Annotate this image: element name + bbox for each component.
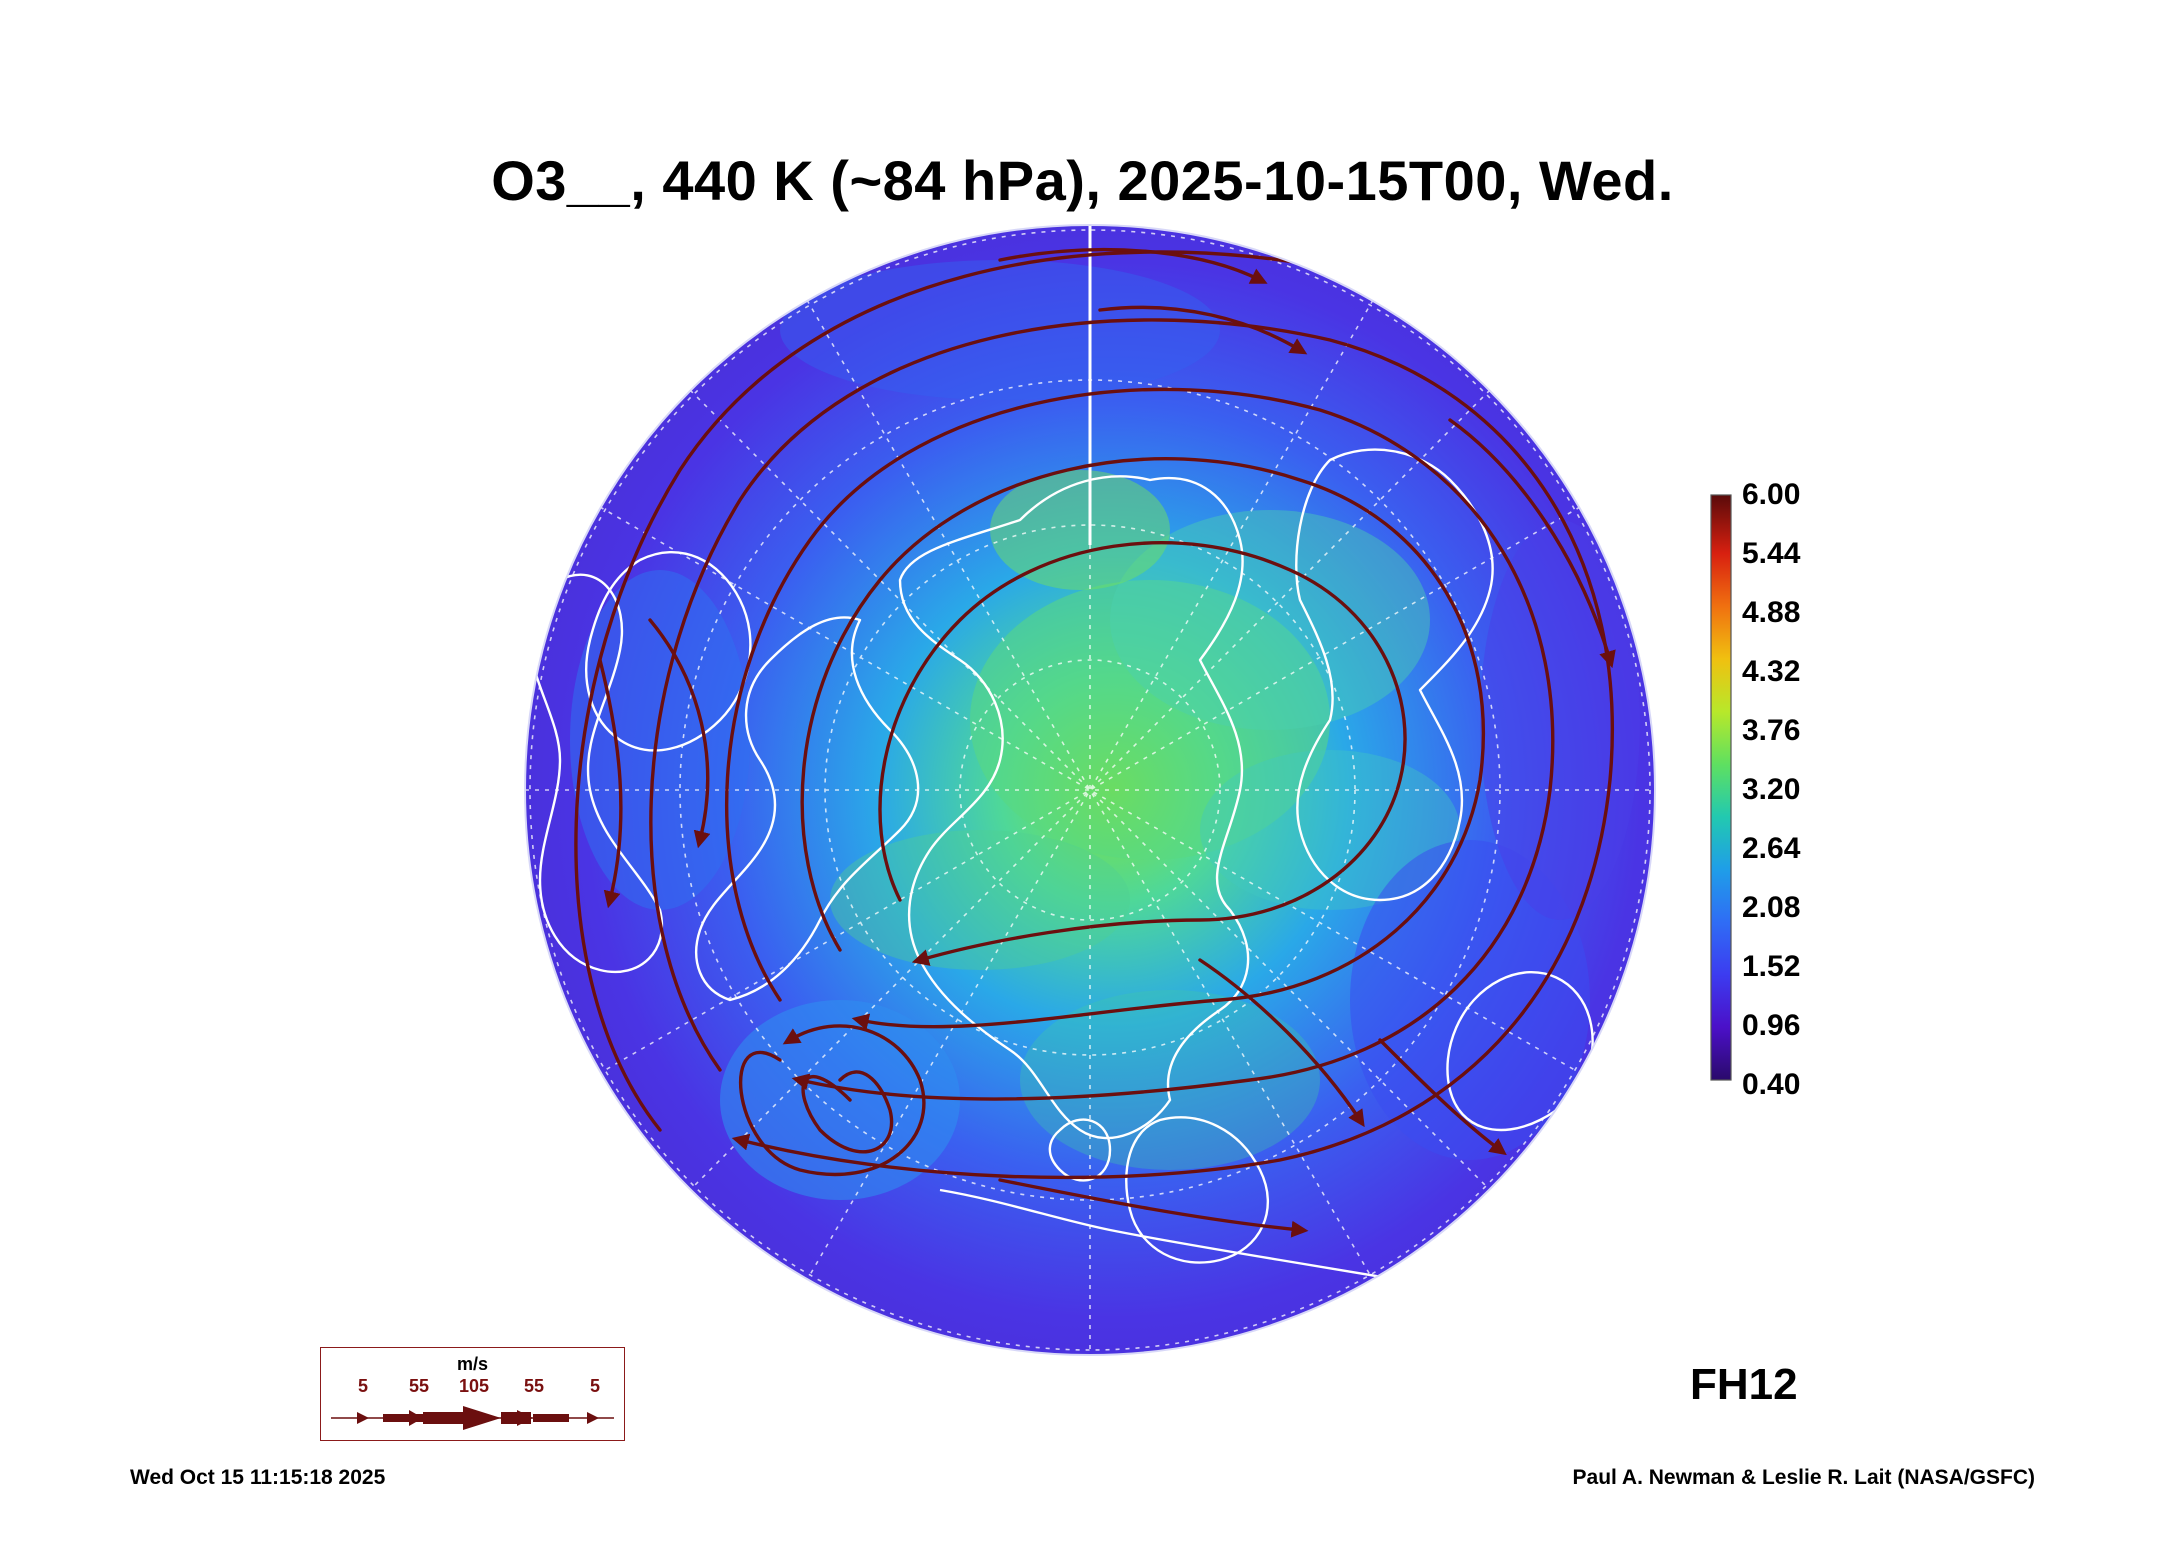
cyclone-eddy — [801, 1070, 894, 1154]
wind-legend-tick-0: 5 — [357, 1376, 369, 1396]
alaska-outline — [528, 573, 664, 974]
footer-timestamp: Wed Oct 15 11:15:18 2025 — [130, 1466, 386, 1489]
colorbar-label-3: 4.32 — [1742, 655, 1801, 688]
africa-north-coast — [939, 1188, 1461, 1292]
colorbar-label-6: 2.64 — [1742, 832, 1801, 865]
coastlines — [528, 448, 1594, 1292]
colorbar — [1710, 494, 1732, 1081]
footer-credit: Paul A. Newman & Leslie R. Lait (NASA/GS… — [1572, 1466, 2035, 1489]
wind-legend-tick-4: 5 — [589, 1376, 601, 1396]
wind-legend-tick-1: 55 — [408, 1376, 430, 1396]
plot-title: O3__, 440 K (~84 hPa), 2025-10-15T00, We… — [491, 149, 1674, 212]
colorbar-label-5: 3.20 — [1742, 773, 1801, 806]
colorbar-label-7: 2.08 — [1742, 891, 1801, 924]
colorbar-label-0: 6.00 — [1742, 478, 1801, 511]
europe-outline — [1125, 1116, 1270, 1264]
colorbar-label-1: 5.44 — [1742, 537, 1801, 570]
map-border — [524, 224, 1656, 1356]
colorbar-label-10: 0.40 — [1742, 1068, 1801, 1101]
colorbar-label-2: 4.88 — [1742, 596, 1801, 629]
ozone-field — [525, 225, 1655, 1355]
colorbar-label-9: 0.96 — [1742, 1009, 1801, 1042]
wind-streamlines — [574, 247, 1655, 1238]
wind-legend-arrow — [331, 1406, 614, 1430]
wind-speed-legend: m/s 5 55 105 55 5 — [320, 1347, 625, 1441]
forecast-hour-label: FH12 — [1690, 1360, 1798, 1409]
wind-legend-tick-2: 105 — [458, 1376, 490, 1396]
arctic-landmass-outline — [898, 475, 1250, 1140]
colorbar-label-8: 1.52 — [1742, 950, 1801, 983]
greenland-outline — [695, 616, 920, 1002]
siberia-outline — [1295, 448, 1494, 902]
canadian-archipelago-outline — [585, 550, 752, 752]
wind-legend-unit: m/s — [456, 1354, 489, 1374]
east-asia-outline — [1446, 970, 1594, 1132]
wind-legend-tick-3: 55 — [523, 1376, 545, 1396]
colorbar-label-4: 3.76 — [1742, 714, 1801, 747]
